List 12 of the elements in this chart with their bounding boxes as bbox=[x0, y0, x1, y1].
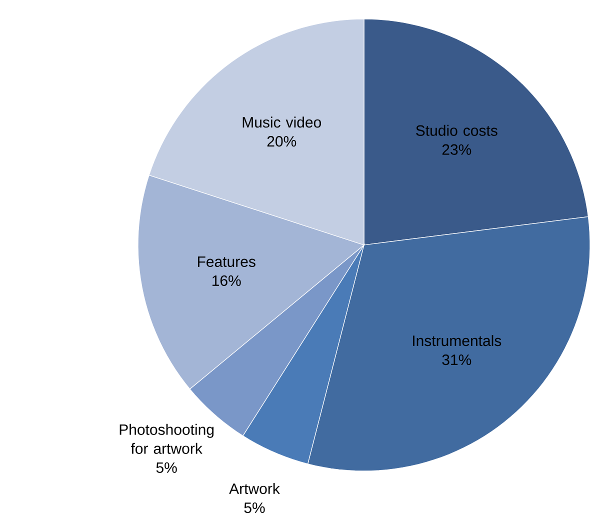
data-label: 31% bbox=[442, 354, 472, 366]
slice-label: Music video bbox=[242, 116, 322, 128]
data-label: 16% bbox=[212, 275, 241, 286]
slice-label: Artwork bbox=[229, 483, 280, 494]
slice-label: Instrumentals bbox=[413, 335, 502, 346]
data-label: 23% bbox=[442, 144, 472, 155]
data-label: 5% bbox=[244, 502, 265, 514]
data-label: 5% bbox=[156, 462, 177, 473]
slice-label: Studio costs bbox=[416, 124, 498, 136]
slice-label: Photoshooting for artwork bbox=[120, 424, 214, 454]
data-label: 20% bbox=[267, 136, 296, 147]
slice-label: Features bbox=[198, 256, 256, 267]
